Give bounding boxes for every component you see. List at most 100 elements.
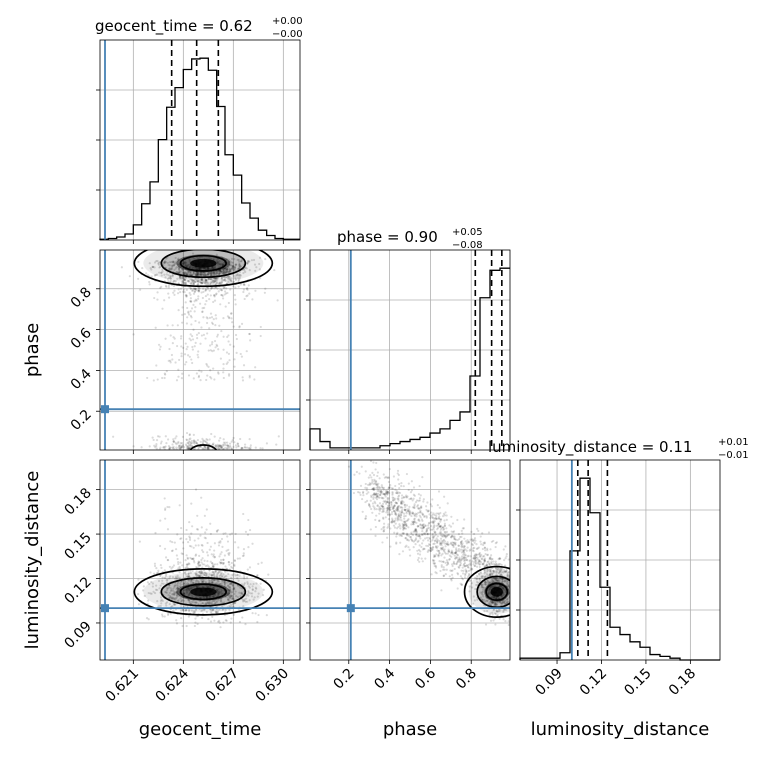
sample-point-phase-vs-luminosity-distance <box>420 533 423 536</box>
sample-point-geocent-time-vs-phase <box>158 271 161 274</box>
sample-point-geocent-time-vs-luminosity-distance <box>194 591 197 594</box>
sample-point-phase-vs-luminosity-distance <box>414 512 417 515</box>
sample-point-geocent-time-vs-phase <box>222 268 225 271</box>
sample-point-phase-vs-luminosity-distance <box>411 499 414 502</box>
sample-point-geocent-time-vs-phase <box>197 350 200 353</box>
sample-point-phase-vs-luminosity-distance <box>486 574 489 577</box>
sample-point-phase-vs-luminosity-distance <box>407 509 410 512</box>
sample-point-geocent-time-vs-phase <box>179 337 183 340</box>
sample-point-geocent-time-vs-phase <box>211 265 214 268</box>
sample-point-geocent-time-vs-luminosity-distance <box>199 590 202 594</box>
sample-point-geocent-time-vs-phase <box>215 283 218 286</box>
sample-point-phase-vs-luminosity-distance <box>418 484 421 488</box>
sample-point-geocent-time-vs-phase <box>232 280 235 284</box>
sample-point-geocent-time-vs-phase <box>224 276 227 279</box>
sample-point-geocent-time-vs-phase <box>203 274 206 277</box>
sample-point-geocent-time-vs-phase <box>194 262 197 265</box>
sample-point-geocent-time-vs-luminosity-distance <box>188 588 191 592</box>
sample-point-phase-vs-luminosity-distance <box>506 598 509 601</box>
sample-point-phase-vs-luminosity-distance <box>443 524 447 528</box>
sample-point-geocent-time-vs-phase <box>185 288 188 292</box>
sample-point-phase-vs-luminosity-distance <box>445 542 448 545</box>
sample-point-phase-vs-luminosity-distance <box>457 544 460 547</box>
sample-point-geocent-time-vs-luminosity-distance <box>210 589 213 593</box>
sample-point-geocent-time-vs-phase <box>146 376 149 380</box>
sample-point-phase-vs-luminosity-distance <box>393 498 396 502</box>
sample-point-phase-vs-luminosity-distance <box>496 588 500 591</box>
sample-point-phase-vs-luminosity-distance <box>490 586 493 589</box>
sample-point-phase-vs-luminosity-distance <box>372 487 375 490</box>
sample-point-geocent-time-vs-luminosity-distance <box>178 504 181 507</box>
sample-point-phase-vs-luminosity-distance <box>503 558 506 562</box>
sample-point-phase-vs-luminosity-distance <box>482 588 485 591</box>
sample-point-phase-vs-luminosity-distance <box>495 610 498 613</box>
sample-point-phase-vs-luminosity-distance <box>387 506 390 509</box>
sample-point-phase-vs-luminosity-distance <box>398 534 401 537</box>
sample-point-geocent-time-vs-phase <box>218 269 221 272</box>
sample-point-phase-vs-luminosity-distance <box>394 511 397 515</box>
sample-point-phase-vs-luminosity-distance <box>483 546 487 550</box>
sample-point-phase-vs-luminosity-distance <box>407 539 411 542</box>
sample-point-geocent-time-vs-luminosity-distance <box>175 590 178 594</box>
sample-point-geocent-time-vs-phase <box>222 286 225 289</box>
sample-point-phase-vs-luminosity-distance <box>450 551 453 554</box>
sample-point-phase-vs-luminosity-distance <box>403 503 406 507</box>
sample-point-phase-vs-luminosity-distance <box>411 506 415 509</box>
sample-point-phase-vs-luminosity-distance <box>496 585 499 589</box>
sample-point-phase-vs-luminosity-distance <box>483 582 486 586</box>
sample-point-geocent-time-vs-luminosity-distance <box>232 588 235 591</box>
sample-point-geocent-time-vs-luminosity-distance <box>209 532 212 536</box>
sample-point-phase-vs-luminosity-distance <box>442 541 445 544</box>
sample-point-geocent-time-vs-luminosity-distance <box>217 541 220 544</box>
sample-point-phase-vs-luminosity-distance <box>389 508 392 511</box>
sample-point-geocent-time-vs-luminosity-distance <box>219 626 222 629</box>
sample-point-geocent-time-vs-luminosity-distance <box>149 571 152 574</box>
sample-point-phase-vs-luminosity-distance <box>475 583 478 587</box>
sample-point-phase-vs-luminosity-distance <box>445 514 448 517</box>
sample-point-phase-vs-luminosity-distance <box>501 599 504 602</box>
sample-point-phase-vs-luminosity-distance <box>459 563 462 567</box>
sample-point-phase-vs-luminosity-distance <box>461 566 464 569</box>
sample-point-geocent-time-vs-luminosity-distance <box>203 608 206 611</box>
sample-point-geocent-time-vs-phase <box>148 280 151 284</box>
sample-point-phase-vs-luminosity-distance <box>492 597 495 600</box>
sample-point-geocent-time-vs-phase <box>217 272 221 275</box>
sample-point-phase-vs-luminosity-distance <box>459 575 462 578</box>
sample-point-phase-vs-luminosity-distance <box>506 573 509 576</box>
sample-point-phase-vs-luminosity-distance <box>375 508 378 511</box>
sample-point-geocent-time-vs-phase <box>233 268 236 272</box>
sample-point-geocent-time-vs-luminosity-distance <box>206 564 209 567</box>
sample-point-geocent-time-vs-luminosity-distance <box>222 580 225 583</box>
sample-point-geocent-time-vs-luminosity-distance <box>190 589 193 592</box>
sample-point-phase-vs-luminosity-distance <box>390 512 393 516</box>
sample-point-geocent-time-vs-phase <box>167 267 171 270</box>
sample-point-phase-vs-luminosity-distance <box>440 589 443 592</box>
sample-point-geocent-time-vs-phase <box>159 286 162 290</box>
sample-point-geocent-time-vs-luminosity-distance <box>210 580 214 583</box>
sample-point-phase-vs-luminosity-distance <box>437 549 440 553</box>
sample-point-geocent-time-vs-phase <box>214 444 217 447</box>
sample-point-geocent-time-vs-luminosity-distance <box>209 595 212 598</box>
sample-point-phase-vs-luminosity-distance <box>496 567 499 570</box>
sample-point-geocent-time-vs-phase <box>223 293 226 296</box>
sample-point-geocent-time-vs-luminosity-distance <box>176 557 179 561</box>
sample-point-phase-vs-luminosity-distance <box>498 585 501 588</box>
sample-point-phase-vs-luminosity-distance <box>504 620 507 623</box>
sample-point-geocent-time-vs-phase <box>200 263 203 267</box>
sample-point-phase-vs-luminosity-distance <box>497 589 501 592</box>
sample-point-geocent-time-vs-luminosity-distance <box>217 579 220 582</box>
contours-geocent-time-vs-phase <box>133 250 274 450</box>
sample-point-geocent-time-vs-phase <box>205 266 209 269</box>
sample-point-phase-vs-luminosity-distance <box>375 493 378 496</box>
sample-point-phase-vs-luminosity-distance <box>403 523 406 526</box>
sample-point-phase-vs-luminosity-distance <box>487 602 491 605</box>
sample-point-phase-vs-luminosity-distance <box>375 481 378 484</box>
sample-point-geocent-time-vs-luminosity-distance <box>187 541 190 544</box>
sample-point-phase-vs-luminosity-distance <box>494 562 497 565</box>
sample-point-geocent-time-vs-phase <box>234 274 237 278</box>
sample-point-geocent-time-vs-luminosity-distance <box>186 598 190 601</box>
sample-point-phase-vs-luminosity-distance <box>428 521 431 524</box>
sample-point-phase-vs-luminosity-distance <box>442 538 446 542</box>
sample-point-geocent-time-vs-phase <box>189 437 192 440</box>
sample-point-geocent-time-vs-phase <box>222 272 225 275</box>
